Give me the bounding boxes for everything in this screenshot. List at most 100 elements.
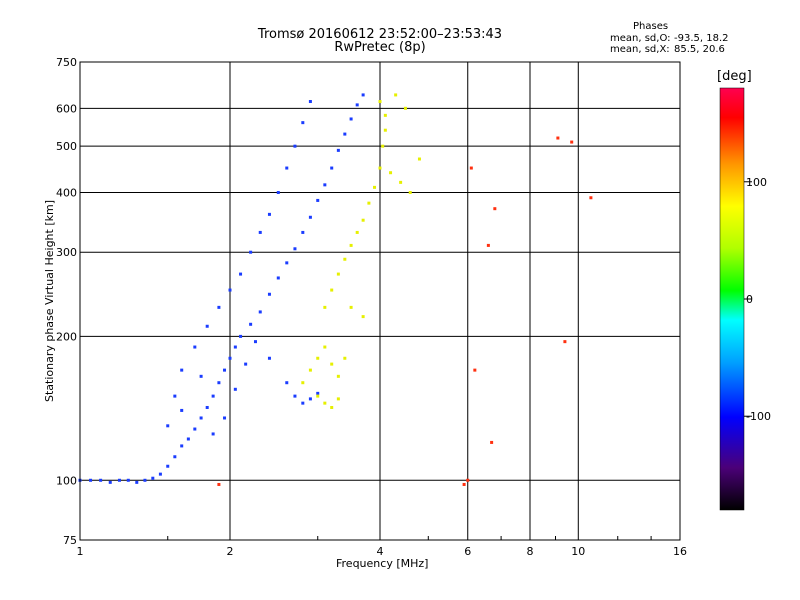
echo-point xyxy=(330,405,334,409)
echo-point xyxy=(308,100,312,104)
echo-point xyxy=(228,288,232,292)
colorbar-tick-label: 0 xyxy=(746,293,753,306)
echo-point xyxy=(249,250,253,254)
echo-point xyxy=(199,416,203,420)
echo-point xyxy=(285,261,289,265)
echo-point xyxy=(211,394,215,398)
echo-point xyxy=(253,340,257,344)
echo-point xyxy=(462,482,466,486)
echo-point xyxy=(99,478,103,482)
x-tick-label: 2 xyxy=(227,545,234,558)
echo-point xyxy=(361,315,365,319)
colorbar-tick-label: 100 xyxy=(746,176,767,189)
y-axis-label: Stationary phase Virtual Height [km] xyxy=(43,199,56,403)
x-tick-label: 6 xyxy=(464,545,471,558)
echo-point xyxy=(383,113,387,117)
echo-point xyxy=(217,381,221,385)
echo-point xyxy=(117,478,121,482)
data-points xyxy=(78,93,593,486)
echo-point xyxy=(316,198,320,202)
echo-point xyxy=(276,276,280,280)
chart-title: Tromsø 20160612 23:52:00–23:53:43 xyxy=(257,27,503,42)
x-tick-label: 8 xyxy=(527,545,534,558)
echo-point xyxy=(355,103,359,107)
echo-point xyxy=(205,324,209,328)
echo-point xyxy=(383,128,387,132)
echo-point xyxy=(199,374,203,378)
echo-point xyxy=(361,218,365,222)
y-tick-label: 200 xyxy=(56,330,77,343)
echo-point xyxy=(166,464,170,468)
phase-stat-o-values: -93.5, 18.2 xyxy=(674,33,729,44)
echo-point xyxy=(193,345,197,349)
y-tick-label: 100 xyxy=(56,474,77,487)
y-tick-label: 75 xyxy=(63,534,77,547)
echo-point xyxy=(403,106,407,110)
echo-point xyxy=(323,305,327,309)
echo-point xyxy=(217,482,221,486)
echo-point xyxy=(143,478,147,482)
colorbar-ticks: 100 0 -100 xyxy=(744,176,771,423)
echo-point xyxy=(151,476,155,480)
echo-point xyxy=(193,427,197,431)
echo-point xyxy=(361,93,365,97)
echo-point xyxy=(381,144,385,148)
chart-subtitle: RwPretec (8p) xyxy=(334,40,426,55)
echo-point xyxy=(180,368,184,372)
echo-point xyxy=(166,424,170,428)
echo-point xyxy=(293,394,297,398)
echo-point xyxy=(89,478,93,482)
echo-point xyxy=(343,356,347,360)
echo-point xyxy=(336,374,340,378)
echo-point xyxy=(373,185,377,189)
colorbar-label: [deg] xyxy=(717,69,752,84)
phases-header: Phases xyxy=(633,21,669,32)
y-tick-label: 400 xyxy=(56,186,77,199)
phase-stat-x-values: 85.5, 20.6 xyxy=(674,44,725,55)
echo-point xyxy=(217,305,221,309)
y-tick-label: 750 xyxy=(56,56,77,69)
echo-point xyxy=(316,391,320,395)
echo-point xyxy=(267,292,271,296)
echo-point xyxy=(378,166,382,170)
echo-point xyxy=(228,356,232,360)
echo-point xyxy=(336,272,340,276)
echo-point xyxy=(343,132,347,136)
echo-point xyxy=(258,310,262,314)
echo-point xyxy=(323,401,327,405)
echo-point xyxy=(399,180,403,184)
echo-point xyxy=(349,117,353,121)
echo-point xyxy=(316,394,320,398)
echo-point xyxy=(301,230,305,234)
echo-point xyxy=(389,171,393,175)
echo-point xyxy=(330,362,334,366)
echo-point xyxy=(301,401,305,405)
echo-point xyxy=(126,478,130,482)
echo-point xyxy=(308,215,312,219)
grid-lines xyxy=(80,62,680,540)
echo-point xyxy=(469,166,473,170)
echo-point xyxy=(233,387,237,391)
echo-point xyxy=(267,212,271,216)
echo-point xyxy=(244,362,248,366)
colorbar xyxy=(719,87,745,511)
echo-point xyxy=(301,381,305,385)
echo-point xyxy=(330,166,334,170)
echo-point xyxy=(293,144,297,148)
echo-point xyxy=(158,472,162,476)
y-tick-label: 300 xyxy=(56,246,77,259)
echo-point xyxy=(186,437,190,441)
echo-point xyxy=(355,230,359,234)
echo-point xyxy=(211,432,215,436)
echo-point xyxy=(285,166,289,170)
echo-point xyxy=(308,368,312,372)
echo-point xyxy=(466,478,470,482)
echo-point xyxy=(293,247,297,251)
echo-point xyxy=(258,230,262,234)
echo-point xyxy=(493,207,497,211)
echo-point xyxy=(589,196,593,200)
echo-point xyxy=(308,397,312,401)
echo-point xyxy=(570,140,574,144)
echo-point xyxy=(330,288,334,292)
echo-point xyxy=(394,93,398,97)
